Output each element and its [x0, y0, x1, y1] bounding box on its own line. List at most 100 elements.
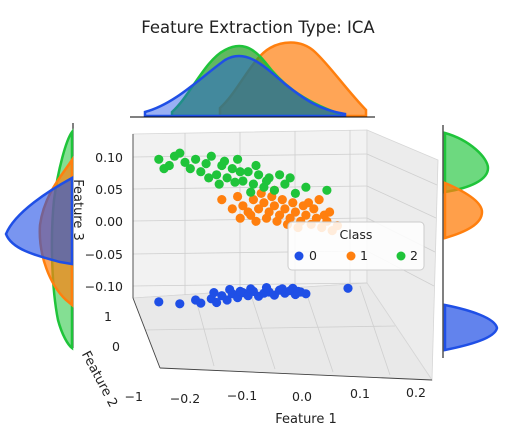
scatter-point-class-2 [280, 179, 290, 189]
scatter-point-class-2 [301, 182, 311, 192]
density-class-0-left [4, 175, 74, 266]
scatter-point-class-2 [275, 170, 285, 180]
scatter-point-class-1 [280, 204, 290, 214]
scatter-point-class-0 [212, 297, 222, 308]
scatter-point-class-0 [343, 283, 353, 293]
z-tick-label: 0.05 [95, 182, 123, 197]
scatter-point-class-2 [212, 170, 222, 180]
scatter-point-class-2 [246, 187, 256, 197]
grid-line [366, 185, 437, 219]
scatter-point-class-2 [206, 151, 216, 161]
scatter-point-class-1 [238, 201, 248, 211]
scatter-point-class-2 [159, 164, 169, 174]
scatter-point-class-2 [154, 154, 164, 164]
grid-line [366, 153, 438, 186]
scatter-point-class-0 [246, 284, 256, 294]
legend-label-class-0: 0 [309, 248, 317, 263]
x-tick-label: 0.1 [350, 386, 370, 401]
z-tick-label: 0.10 [95, 150, 123, 165]
scatter-point-class-1 [301, 210, 311, 220]
scatter-point-class-1 [227, 204, 237, 214]
scatter-point-class-0 [301, 289, 311, 299]
scatter-point-class-2 [290, 188, 300, 198]
scatter-point-class-1 [277, 195, 287, 205]
y-axis-label: Feature 2 [78, 349, 120, 410]
scatter-point-class-1 [269, 201, 279, 211]
scatter-point-class-0 [209, 288, 219, 298]
z-tick-label: −0.10 [85, 279, 123, 294]
scatter-point-class-1 [235, 213, 245, 223]
z-axis-label: Feature 3 [70, 179, 85, 241]
scatter-points [154, 148, 353, 309]
scatter-point-class-0 [235, 286, 245, 296]
scatter-point-class-2 [196, 167, 206, 177]
scatter-point-class-2 [261, 176, 272, 186]
legend-marker-class-1 [346, 251, 356, 261]
scatter-point-class-2 [251, 160, 261, 171]
x-tick-label: −0.1 [227, 388, 257, 403]
legend: Class 0 1 2 [287, 221, 425, 271]
scatter-point-class-1 [325, 207, 335, 217]
scatter-point-class-0 [154, 297, 164, 307]
legend-marker-class-2 [396, 251, 406, 261]
x-axis-label: Feature 1 [275, 412, 337, 427]
y-tick-label: −1 [125, 389, 143, 404]
scatter-point-class-1 [288, 198, 298, 208]
scatter-point-class-2 [191, 154, 201, 164]
scatter-point-class-2 [175, 148, 185, 158]
scatter-point-class-1 [290, 207, 300, 217]
scatter-point-class-0 [293, 286, 303, 296]
scatter-point-class-2 [233, 154, 243, 164]
y-axis-line [132, 297, 161, 369]
x-tick-label: 0.0 [292, 389, 312, 404]
density-class-0-right [443, 303, 499, 352]
scatter-point-class-1 [233, 191, 243, 202]
grid-line [194, 295, 215, 367]
scatter-point-class-2 [235, 167, 245, 177]
legend-label-class-2: 2 [410, 248, 418, 263]
scatter-point-class-1 [251, 216, 261, 226]
scatter-point-class-2 [322, 185, 332, 195]
scatter-point-class-1 [309, 204, 319, 214]
z-tick-label: −0.05 [85, 247, 123, 262]
scatter-point-class-1 [314, 195, 324, 205]
z-tick-labels: 0.10 0.05 0.00 −0.05 −0.10 [85, 150, 123, 294]
grid-line [249, 291, 276, 370]
scatter-point-class-2 [214, 179, 224, 189]
scatter-point-class-2 [269, 185, 279, 195]
scatter-point-class-2 [254, 170, 264, 180]
scatter-point-class-2 [180, 157, 190, 167]
y-tick-labels: 1 0 −1 [104, 309, 143, 404]
scatter-point-class-2 [227, 164, 237, 174]
left-marginal-density [4, 123, 74, 351]
scatter-point-class-2 [201, 159, 211, 169]
scatter-point-class-2 [248, 179, 258, 189]
scatter-point-class-2 [230, 177, 240, 187]
scatter-point-class-1 [217, 195, 227, 205]
scatter-point-class-2 [243, 167, 253, 177]
density-class-0-top [143, 54, 347, 118]
scatter-point-class-1 [272, 216, 282, 226]
scatter-point-class-0 [175, 299, 185, 309]
scatter-point-class-1 [303, 198, 314, 208]
scatter-point-class-1 [246, 210, 256, 220]
scatter-point-class-2 [222, 173, 232, 183]
scatter-point-class-0 [196, 298, 206, 308]
y-tick-label: 0 [112, 339, 120, 354]
legend-box [287, 221, 425, 271]
scatter-point-class-1 [254, 204, 264, 214]
top-marginal-density [130, 41, 375, 118]
y-tick-label: 1 [104, 309, 112, 324]
density-class-1-right [443, 181, 484, 240]
scatter-point-class-0 [222, 295, 232, 305]
scatter-point-class-2 [204, 173, 214, 183]
legend-title: Class [340, 227, 373, 242]
scatter-point-class-0 [261, 283, 272, 293]
chart-title: Feature Extraction Type: ICA [141, 18, 375, 37]
grid-line [359, 285, 391, 376]
grid-line [144, 325, 396, 331]
scatter-point-class-2 [219, 156, 230, 166]
scatter-point-class-1 [311, 213, 321, 223]
x-tick-label: 0.2 [406, 385, 426, 400]
